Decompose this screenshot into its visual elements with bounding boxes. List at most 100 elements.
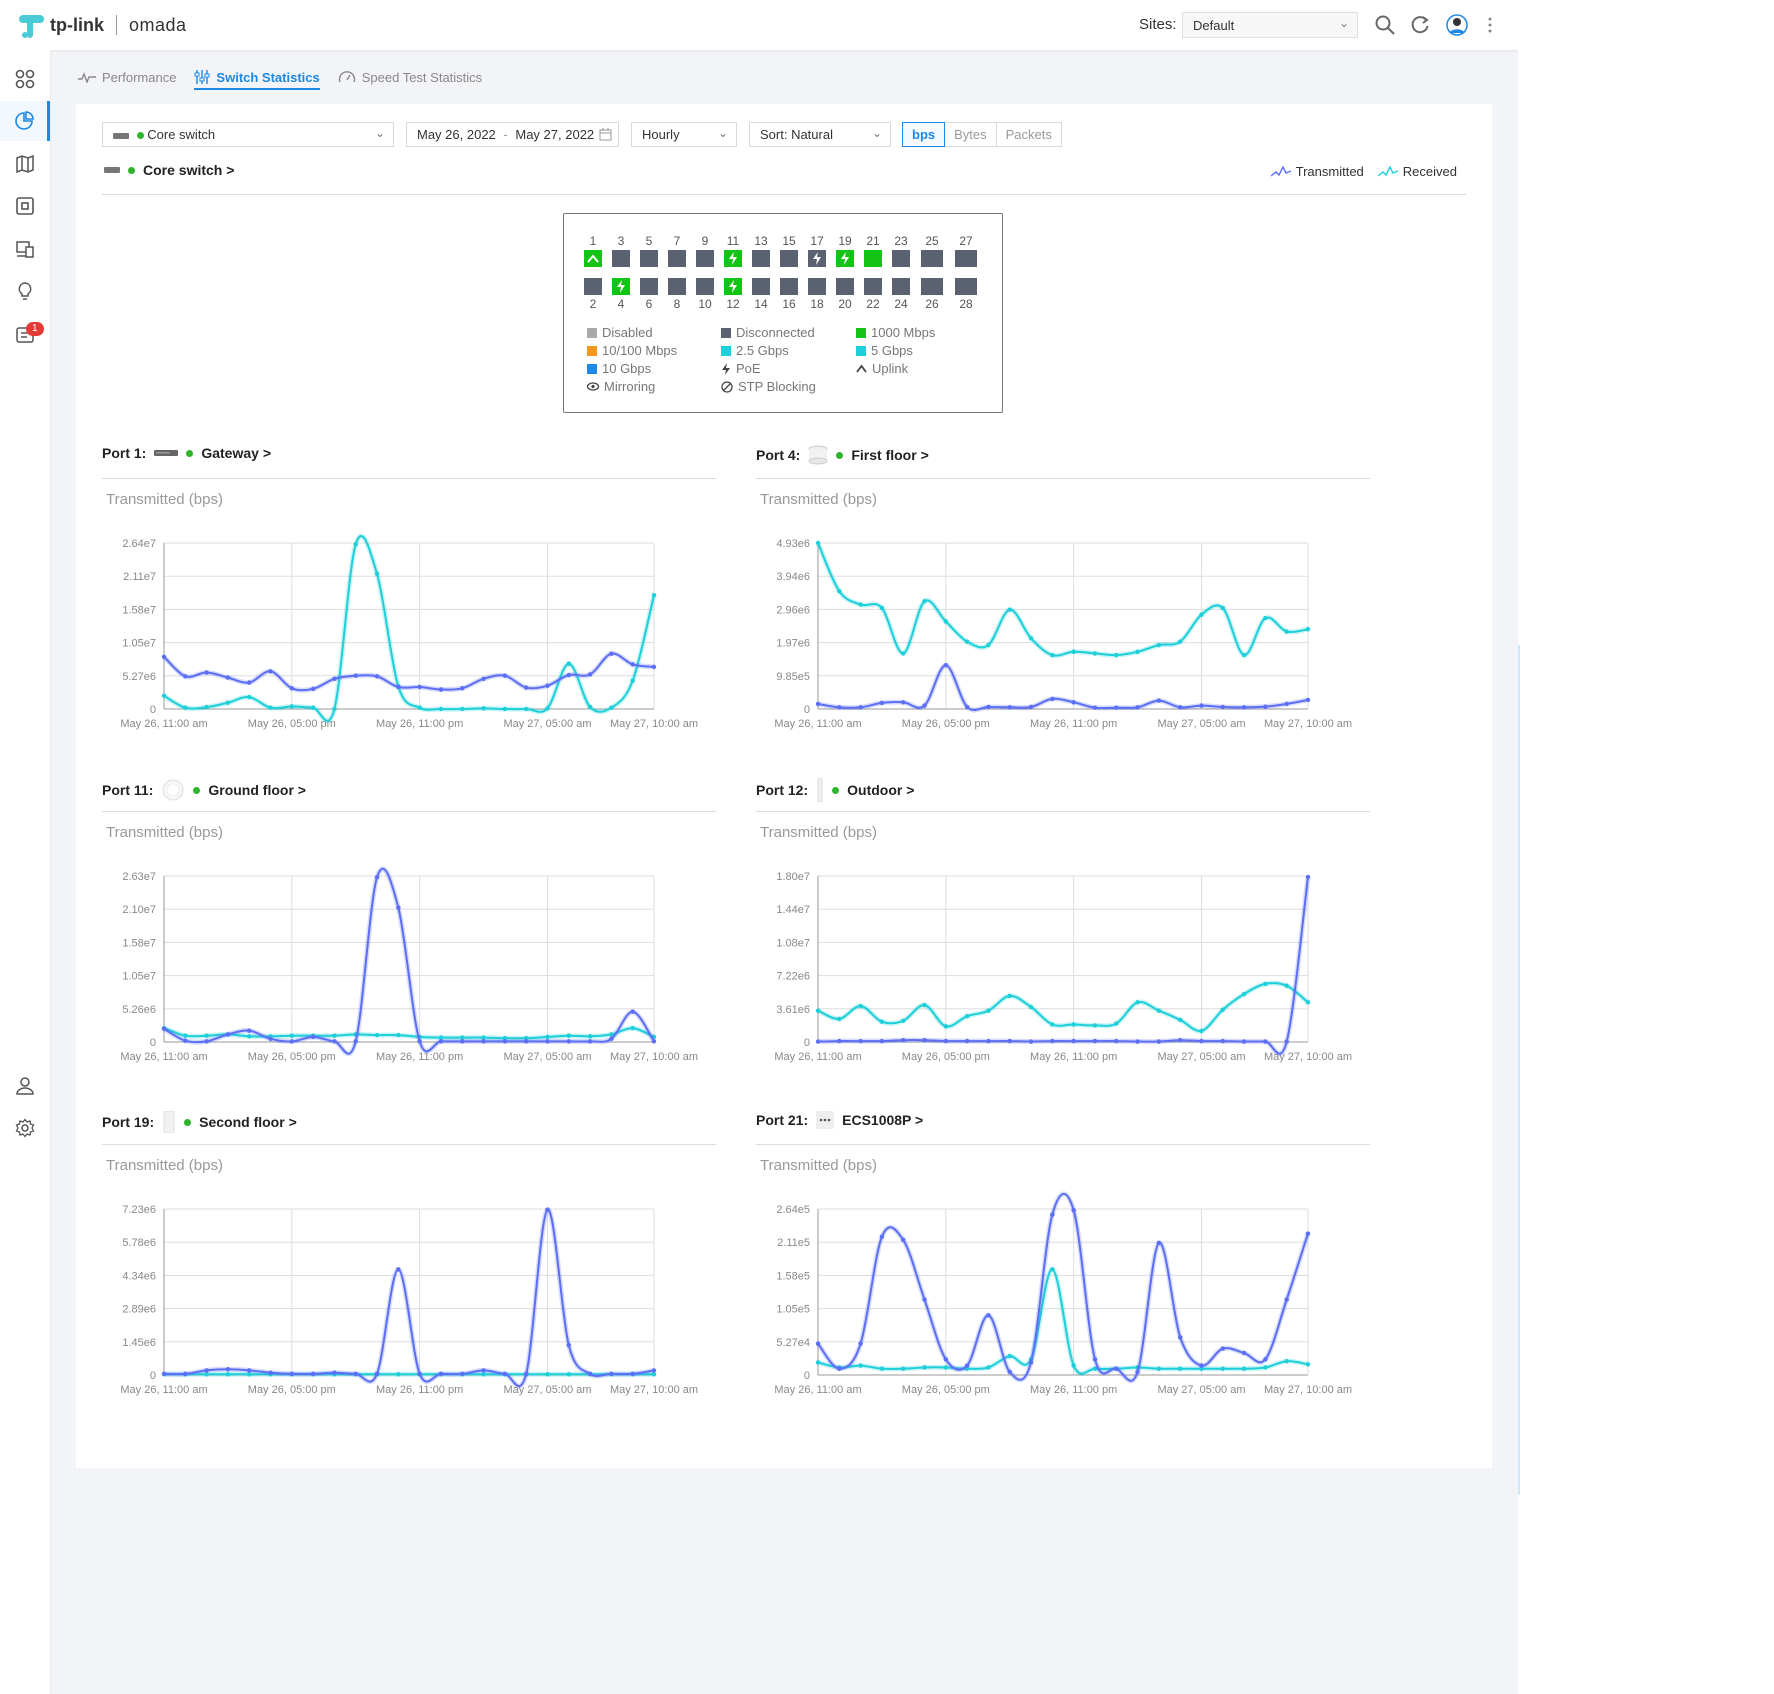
data-point[interactable] (901, 1018, 906, 1023)
port-15[interactable] (780, 250, 798, 267)
data-point[interactable] (1241, 1366, 1247, 1371)
data-point[interactable] (374, 674, 380, 679)
data-point[interactable] (332, 1370, 337, 1375)
port-2[interactable] (584, 278, 602, 295)
data-point[interactable] (943, 663, 949, 668)
data-point[interactable] (566, 661, 571, 666)
sidebar-item-dashboard[interactable] (0, 59, 50, 99)
data-point[interactable] (268, 705, 273, 710)
more-options-icon[interactable] (1480, 14, 1500, 36)
data-point[interactable] (289, 1033, 295, 1038)
data-point[interactable] (374, 875, 380, 880)
data-point[interactable] (310, 705, 316, 710)
data-point[interactable] (879, 700, 885, 706)
data-point[interactable] (1220, 1366, 1225, 1371)
data-point[interactable] (1114, 1366, 1119, 1371)
data-point[interactable] (1050, 1022, 1055, 1027)
data-point[interactable] (438, 1035, 444, 1040)
tp-link-logo[interactable]: tp-link omada (18, 10, 187, 40)
data-point[interactable] (460, 1039, 465, 1044)
data-point[interactable] (1220, 1346, 1225, 1351)
port-8[interactable] (668, 278, 686, 295)
device-link[interactable]: Gateway > (201, 445, 271, 461)
data-point[interactable] (204, 1039, 209, 1044)
data-point[interactable] (1284, 983, 1289, 988)
unit-bps-button[interactable]: bps (902, 122, 946, 147)
data-point[interactable] (815, 1360, 821, 1365)
data-point[interactable] (901, 1237, 906, 1243)
data-point[interactable] (161, 1371, 167, 1377)
data-point[interactable] (247, 694, 252, 700)
data-point[interactable] (1007, 607, 1012, 612)
data-point[interactable] (1028, 1004, 1034, 1010)
data-point[interactable] (545, 1034, 550, 1040)
data-point[interactable] (204, 1368, 209, 1373)
data-point[interactable] (1241, 652, 1247, 658)
data-point[interactable] (815, 540, 821, 546)
data-point[interactable] (1284, 701, 1289, 707)
data-point[interactable] (1114, 1021, 1119, 1026)
data-point[interactable] (1071, 1038, 1076, 1044)
data-point[interactable] (523, 1036, 529, 1041)
data-point[interactable] (964, 1363, 970, 1368)
data-point[interactable] (566, 1033, 571, 1038)
data-point[interactable] (353, 673, 358, 678)
device-link[interactable]: ECS1008P > (842, 1112, 924, 1128)
data-point[interactable] (460, 1035, 465, 1040)
data-point[interactable] (609, 1371, 614, 1377)
data-point[interactable] (460, 686, 465, 691)
data-point[interactable] (1177, 1017, 1183, 1023)
data-point[interactable] (1241, 991, 1247, 997)
data-point[interactable] (396, 1267, 401, 1272)
data-point[interactable] (481, 1035, 486, 1040)
site-select[interactable]: Default ⌄ (1182, 12, 1358, 38)
data-point[interactable] (943, 619, 949, 624)
device-title[interactable]: Core switch > (104, 162, 234, 178)
data-point[interactable] (566, 1372, 571, 1377)
port-13[interactable] (752, 250, 770, 267)
data-point[interactable] (1284, 1297, 1289, 1302)
data-point[interactable] (438, 687, 444, 692)
data-point[interactable] (332, 1033, 337, 1038)
data-point[interactable] (901, 1366, 906, 1371)
data-point[interactable] (1092, 1038, 1098, 1044)
data-point[interactable] (1135, 1369, 1140, 1375)
data-point[interactable] (815, 701, 821, 707)
data-point[interactable] (1177, 1037, 1183, 1043)
data-point[interactable] (986, 1313, 991, 1318)
data-point[interactable] (1199, 1028, 1204, 1034)
data-point[interactable] (879, 1038, 885, 1044)
data-point[interactable] (204, 1372, 209, 1377)
data-point[interactable] (438, 1039, 444, 1044)
data-point[interactable] (609, 1036, 614, 1042)
data-point[interactable] (1305, 1000, 1311, 1005)
data-point[interactable] (183, 705, 188, 710)
data-point[interactable] (289, 704, 295, 709)
port-19[interactable] (836, 250, 854, 267)
data-point[interactable] (651, 1039, 657, 1044)
data-point[interactable] (943, 1038, 949, 1044)
data-point[interactable] (310, 1371, 316, 1377)
data-point[interactable] (1305, 697, 1311, 703)
data-point[interactable] (858, 1003, 863, 1009)
data-point[interactable] (879, 605, 885, 611)
data-point[interactable] (964, 639, 970, 644)
data-point[interactable] (879, 1234, 885, 1239)
data-point[interactable] (183, 674, 188, 679)
data-point[interactable] (587, 1034, 593, 1039)
port-1[interactable] (584, 250, 602, 267)
port-23[interactable] (892, 250, 910, 267)
data-point[interactable] (943, 1357, 949, 1362)
data-point[interactable] (630, 1025, 635, 1031)
data-point[interactable] (858, 1038, 863, 1044)
data-point[interactable] (901, 1037, 906, 1043)
data-point[interactable] (1007, 1353, 1012, 1359)
port-27[interactable] (955, 250, 977, 267)
data-point[interactable] (587, 1371, 593, 1377)
data-point[interactable] (1007, 993, 1012, 999)
data-point[interactable] (438, 706, 444, 712)
data-point[interactable] (1199, 1363, 1204, 1368)
port-21[interactable] (864, 250, 882, 267)
data-point[interactable] (1071, 1022, 1076, 1027)
data-point[interactable] (858, 1341, 863, 1346)
